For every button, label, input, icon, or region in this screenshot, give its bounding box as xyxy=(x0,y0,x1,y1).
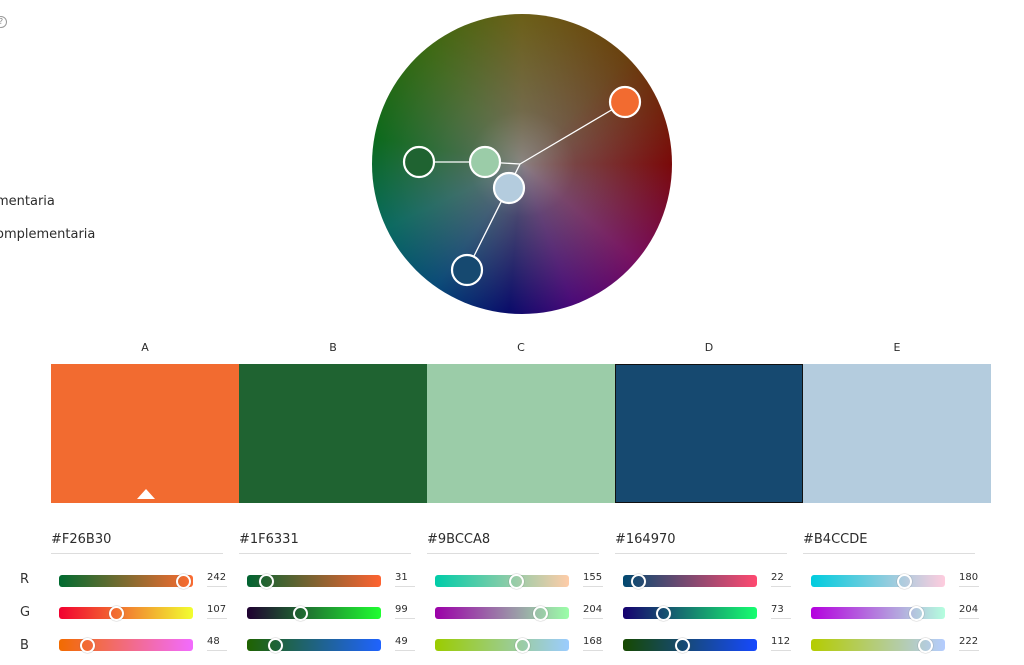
handle-line xyxy=(519,101,626,165)
slider-thumb[interactable] xyxy=(532,605,548,621)
slider-thumb[interactable] xyxy=(515,637,530,653)
color-handle-a[interactable] xyxy=(608,85,642,119)
slider-thumb[interactable] xyxy=(675,637,691,653)
slider-thumb[interactable] xyxy=(656,605,672,621)
slider-thumb[interactable] xyxy=(908,605,924,621)
wheel-handles xyxy=(402,85,642,287)
channel-label: R xyxy=(20,572,30,587)
channel-slider[interactable] xyxy=(59,637,193,653)
slider-thumb[interactable] xyxy=(630,573,646,589)
channel-value[interactable]: 31 xyxy=(395,572,415,587)
slider-thumb[interactable] xyxy=(508,573,524,589)
channel-label: G xyxy=(20,605,31,620)
harmony-rule-option[interactable]: omplementaria xyxy=(0,227,96,242)
slider-thumb[interactable] xyxy=(268,637,284,653)
swatch-label: B xyxy=(329,341,337,354)
channel-value[interactable]: 155 xyxy=(583,572,603,587)
channel-slider[interactable] xyxy=(811,573,945,589)
channel-slider[interactable] xyxy=(59,605,193,621)
hex-input[interactable]: #F26B30 xyxy=(51,532,223,554)
channel-value[interactable]: 242 xyxy=(207,572,227,587)
color-handle-e[interactable] xyxy=(492,171,526,205)
channel-value[interactable]: 222 xyxy=(959,636,979,651)
channel-slider[interactable] xyxy=(247,605,381,621)
channel-value[interactable]: 180 xyxy=(959,572,979,587)
hex-input[interactable]: #B4CCDE xyxy=(803,532,975,554)
channel-slider[interactable] xyxy=(247,573,381,589)
selected-swatch-indicator xyxy=(137,489,155,499)
slider-thumb[interactable] xyxy=(108,605,124,621)
hex-input[interactable]: #164970 xyxy=(615,532,787,554)
color-handle-b[interactable] xyxy=(402,145,436,179)
slider-thumb[interactable] xyxy=(896,573,912,589)
channel-slider[interactable] xyxy=(435,573,569,589)
channel-slider[interactable] xyxy=(435,605,569,621)
channel-slider[interactable] xyxy=(811,637,945,653)
slider-thumb[interactable] xyxy=(175,573,191,589)
color-swatch[interactable] xyxy=(239,364,427,503)
swatch-label: A xyxy=(141,341,149,354)
channel-value[interactable]: 107 xyxy=(207,604,227,619)
channel-slider[interactable] xyxy=(435,637,569,653)
channel-value[interactable]: 73 xyxy=(771,604,791,619)
color-swatch[interactable] xyxy=(803,364,991,503)
color-swatch[interactable] xyxy=(427,364,615,503)
slider-thumb[interactable] xyxy=(292,605,308,621)
channel-slider[interactable] xyxy=(811,605,945,621)
color-handle-c[interactable] xyxy=(468,145,502,179)
channel-slider[interactable] xyxy=(623,573,757,589)
channel-slider[interactable] xyxy=(247,637,381,653)
color-swatch[interactable] xyxy=(615,364,803,503)
channel-slider[interactable] xyxy=(623,637,757,653)
channel-value[interactable]: 99 xyxy=(395,604,415,619)
channel-slider[interactable] xyxy=(623,605,757,621)
color-handle-d[interactable] xyxy=(450,253,484,287)
channel-value[interactable]: 49 xyxy=(395,636,415,651)
channel-value[interactable]: 112 xyxy=(771,636,791,651)
slider-thumb[interactable] xyxy=(917,637,933,653)
swatch-label: C xyxy=(517,341,525,354)
swatch-label: E xyxy=(893,341,901,354)
color-swatch[interactable] xyxy=(51,364,239,503)
hex-input[interactable]: #9BCCA8 xyxy=(427,532,599,554)
channel-value[interactable]: 204 xyxy=(959,604,979,619)
channel-value[interactable]: 204 xyxy=(583,604,603,619)
channel-value[interactable]: 22 xyxy=(771,572,791,587)
channel-value[interactable]: 48 xyxy=(207,636,227,651)
swatch-label: D xyxy=(704,341,714,354)
hex-input[interactable]: #1F6331 xyxy=(239,532,411,554)
channel-slider[interactable] xyxy=(59,573,193,589)
channel-value[interactable]: 168 xyxy=(583,636,603,651)
slider-thumb[interactable] xyxy=(79,637,95,653)
slider-thumb[interactable] xyxy=(259,573,275,589)
harmony-rule-option[interactable]: mentaria xyxy=(0,194,55,209)
channel-label: B xyxy=(20,638,29,653)
